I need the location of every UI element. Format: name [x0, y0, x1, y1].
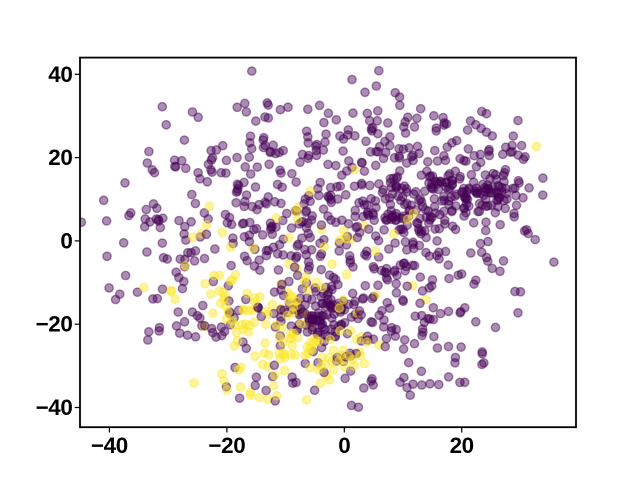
- svg-text:−20: −20: [208, 433, 245, 458]
- svg-text:0: 0: [60, 228, 72, 253]
- svg-text:−40: −40: [91, 433, 128, 458]
- svg-text:40: 40: [48, 62, 72, 87]
- svg-text:−40: −40: [36, 395, 73, 420]
- svg-text:−20: −20: [36, 312, 73, 337]
- svg-text:0: 0: [338, 433, 350, 458]
- svg-text:20: 20: [48, 145, 72, 170]
- svg-text:20: 20: [450, 433, 474, 458]
